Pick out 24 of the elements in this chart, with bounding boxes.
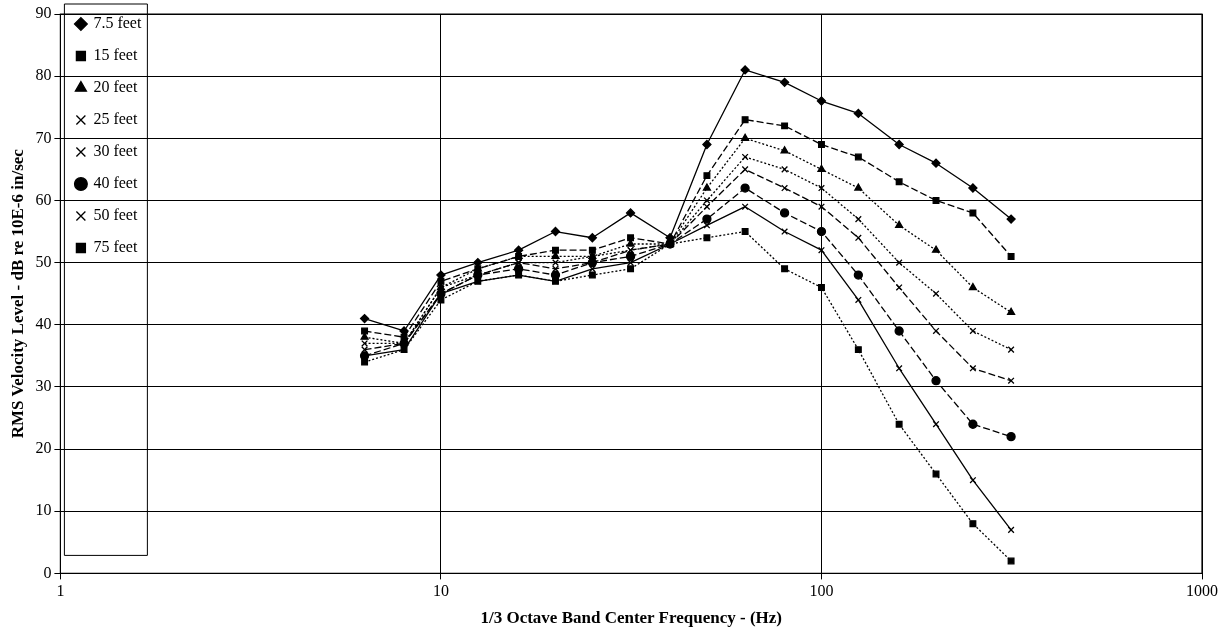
legend-label: 7.5 feet	[93, 14, 142, 32]
y-tick-label: 40	[35, 314, 52, 332]
x-tick-label: 100	[809, 582, 834, 600]
y-tick-label: 0	[43, 563, 52, 581]
legend-label: 40 feet	[93, 174, 138, 192]
y-tick-label: 90	[35, 4, 52, 22]
legend-label: 25 feet	[93, 110, 138, 128]
y-tick-label: 10	[35, 501, 52, 519]
y-tick-label: 50	[35, 252, 52, 270]
x-tick-label: 10	[432, 582, 449, 600]
y-axis-title: RMS Velocity Level - dB re 10E-6 in/sec	[7, 148, 27, 439]
legend-label: 30 feet	[93, 142, 138, 160]
y-tick-label: 70	[35, 128, 52, 146]
y-tick-label: 60	[35, 190, 52, 208]
y-tick-label: 20	[35, 439, 52, 457]
legend-label: 75 feet	[93, 238, 138, 256]
x-tick-label: 1000	[1186, 582, 1218, 600]
y-tick-label: 30	[35, 377, 52, 395]
x-tick-label: 1	[56, 582, 65, 600]
x-axis-title: 1/3 Octave Band Center Frequency - (Hz)	[480, 608, 782, 628]
legend-label: 50 feet	[93, 206, 138, 224]
legend-label: 15 feet	[93, 46, 138, 64]
y-tick-label: 80	[35, 66, 52, 84]
legend-label: 20 feet	[93, 78, 138, 96]
